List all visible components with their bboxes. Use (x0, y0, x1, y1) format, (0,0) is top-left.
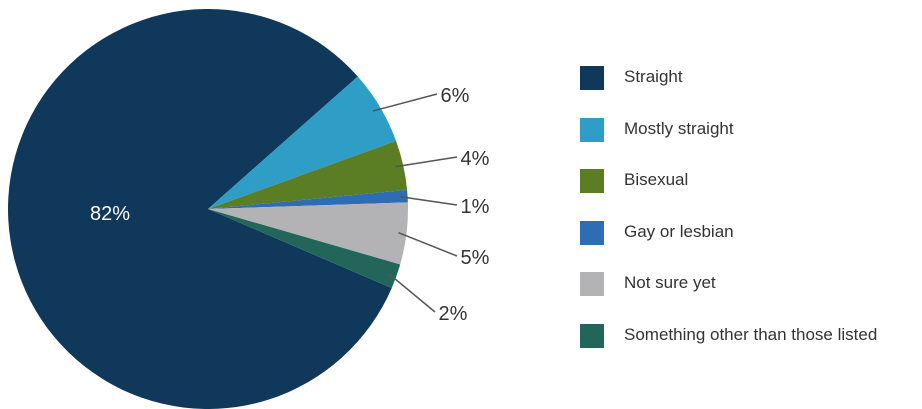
legend-swatch-gay-or-lesbian (580, 220, 604, 245)
legend-label-gay-or-lesbian: Gay or lesbian (624, 221, 734, 241)
slice-label-not-sure-yet: 5% (461, 247, 490, 269)
pie-slice-straight (8, 9, 392, 409)
legend-label-mostly-straight: Mostly straight (624, 118, 734, 138)
pie-slice-gay-or-lesbian (208, 189, 408, 209)
legend-swatch-straight (580, 66, 604, 90)
slice-labels: 82% 6% 4% 1% 5% 2% (90, 85, 490, 325)
legend-label-bisexual: Bisexual (624, 170, 689, 189)
legend-swatch-something-other (580, 323, 604, 348)
legend-swatch-not-sure-yet (580, 272, 604, 296)
legend-swatch-bisexual (580, 169, 604, 193)
leader-line-bisexual (395, 156, 458, 168)
leader-line-gay-or-lesbian (399, 195, 458, 206)
legend-label-straight: Straight (624, 67, 683, 86)
legend-swatch-mostly-straight (580, 117, 604, 142)
pie-slices (8, 9, 409, 409)
leader-line-something-other-than-those-listed (388, 273, 436, 313)
legend-label-not-sure-yet: Not sure yet (624, 273, 716, 292)
slice-label-bisexual: 4% (461, 148, 490, 170)
leader-lines (372, 93, 458, 313)
pie-slice-something-other-than-those-listed (208, 209, 401, 289)
pie-slice-mostly-straight (208, 76, 397, 209)
slice-label-gay-or-lesbian: 1% (461, 196, 490, 218)
slice-label-mostly-straight: 6% (441, 85, 470, 107)
slice-label-something-other-than-those-listed: 2% (439, 303, 468, 325)
legend-label-something-other: Something other than those listed (624, 324, 878, 344)
leader-line-not-sure-yet (398, 232, 458, 257)
slice-label-straight: 82% (90, 203, 130, 225)
pie-slice-bisexual (208, 140, 408, 209)
pie-slice-not-sure-yet (208, 202, 409, 265)
leader-line-mostly-straight (372, 93, 438, 112)
